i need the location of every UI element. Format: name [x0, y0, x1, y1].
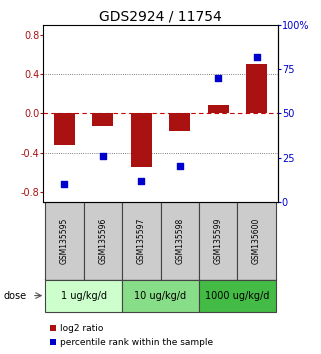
Bar: [92, 113, 113, 126]
Point: [216, 75, 221, 81]
Bar: [54, 113, 75, 145]
Point: [254, 54, 259, 59]
Bar: [84, 202, 122, 280]
Text: GSM135600: GSM135600: [252, 217, 261, 264]
Bar: [122, 280, 199, 312]
Point: [100, 153, 105, 159]
Text: GSM135596: GSM135596: [98, 217, 108, 264]
Bar: [169, 113, 190, 131]
Text: GSM135597: GSM135597: [137, 217, 146, 264]
Text: log2 ratio: log2 ratio: [60, 324, 104, 333]
Bar: [45, 202, 84, 280]
Bar: [208, 105, 229, 113]
Bar: [199, 202, 237, 280]
Text: GSM135598: GSM135598: [175, 218, 184, 264]
Bar: [122, 202, 160, 280]
Point: [139, 178, 144, 183]
Point: [177, 164, 182, 169]
Text: 1 ug/kg/d: 1 ug/kg/d: [61, 291, 107, 301]
Title: GDS2924 / 11754: GDS2924 / 11754: [99, 10, 222, 24]
Text: 1000 ug/kg/d: 1000 ug/kg/d: [205, 291, 270, 301]
Bar: [199, 280, 276, 312]
Text: percentile rank within the sample: percentile rank within the sample: [60, 338, 213, 347]
Point: [62, 181, 67, 187]
Bar: [246, 64, 267, 113]
Text: dose: dose: [3, 291, 26, 301]
Text: 10 ug/kg/d: 10 ug/kg/d: [134, 291, 187, 301]
Text: GSM135599: GSM135599: [213, 217, 223, 264]
Bar: [131, 113, 152, 167]
Bar: [160, 202, 199, 280]
Bar: [237, 202, 276, 280]
Bar: [45, 280, 122, 312]
Text: GSM135595: GSM135595: [60, 217, 69, 264]
